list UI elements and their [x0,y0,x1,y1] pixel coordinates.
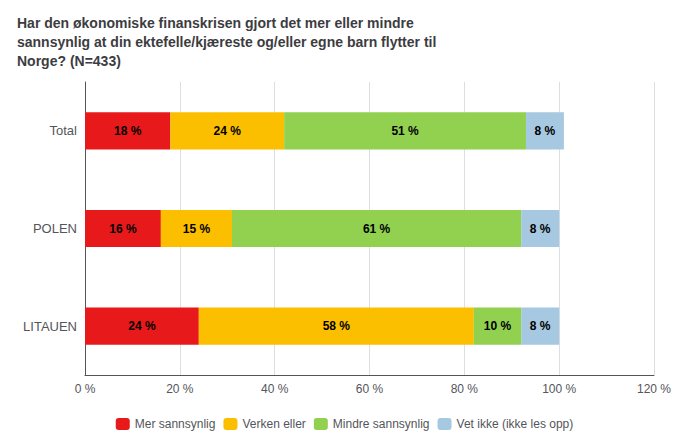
svg-text:0 %: 0 % [75,382,96,396]
svg-text:Norge? (N=433): Norge? (N=433) [17,53,121,69]
svg-text:8 %: 8 % [530,319,551,333]
svg-text:Mer sannsynlig: Mer sannsynlig [135,417,216,431]
svg-text:Har den økonomiske finanskrise: Har den økonomiske finanskrisen gjort de… [17,15,414,31]
svg-text:80 %: 80 % [451,382,479,396]
svg-text:8 %: 8 % [530,222,551,236]
svg-text:100 %: 100 % [542,382,576,396]
svg-text:20 %: 20 % [166,382,194,396]
svg-text:40 %: 40 % [261,382,289,396]
svg-text:Total: Total [50,123,78,138]
svg-text:51 %: 51 % [391,124,419,138]
svg-text:16 %: 16 % [109,222,137,236]
svg-text:24 %: 24 % [214,124,242,138]
svg-text:8 %: 8 % [535,124,556,138]
svg-text:Mindre sannsynlig: Mindre sannsynlig [333,417,430,431]
svg-text:120 %: 120 % [637,382,671,396]
svg-text:Verken eller: Verken eller [242,417,305,431]
svg-text:58 %: 58 % [323,319,351,333]
svg-text:sannsynlig at din ektefelle/kj: sannsynlig at din ektefelle/kjæreste og/… [17,34,436,50]
svg-text:Vet ikke (ikke les opp): Vet ikke (ikke les opp) [457,417,574,431]
svg-text:15 %: 15 % [183,222,211,236]
svg-text:POLEN: POLEN [33,221,77,236]
svg-text:10 %: 10 % [484,319,512,333]
svg-text:61 %: 61 % [363,222,391,236]
svg-text:18 %: 18 % [114,124,142,138]
svg-text:LITAUEN: LITAUEN [23,319,77,334]
svg-text:24 %: 24 % [128,319,156,333]
svg-text:60 %: 60 % [356,382,384,396]
